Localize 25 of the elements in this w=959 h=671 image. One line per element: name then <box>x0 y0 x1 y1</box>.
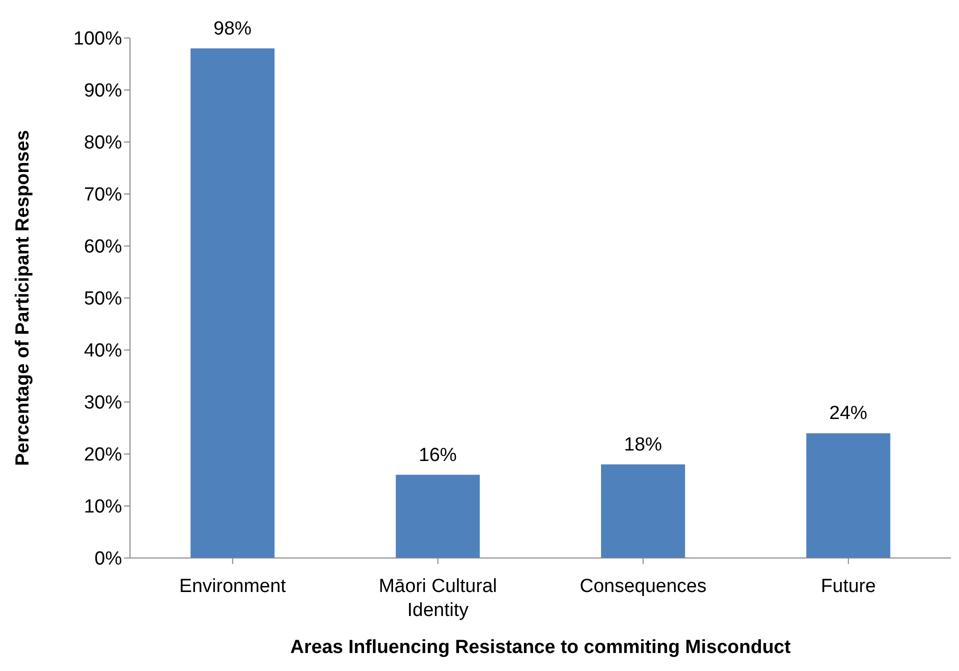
y-tick-label: 10% <box>84 496 122 518</box>
data-label: 24% <box>829 403 868 424</box>
bar <box>601 464 686 558</box>
data-label: 98% <box>214 18 252 40</box>
y-tick-label: 20% <box>84 444 122 466</box>
y-axis-title: Percentage of Participant Responses <box>12 130 34 466</box>
bar <box>396 474 480 558</box>
y-tick-label: 80% <box>84 132 122 154</box>
x-tick-label: Māori Cultural Identity <box>378 576 498 621</box>
bar <box>806 433 890 558</box>
y-tick-label: 40% <box>84 340 122 362</box>
y-tick-label: 100% <box>73 28 122 50</box>
data-label: 16% <box>418 444 457 466</box>
x-tick-label: Consequences <box>580 576 707 597</box>
y-tick-label: 70% <box>84 184 122 206</box>
x-tick-label: Future <box>820 576 876 597</box>
y-tick-label: 90% <box>84 80 122 102</box>
x-axis-title: Areas Influencing Resistance to commiting Misconduct <box>290 637 792 658</box>
y-tick-label: 50% <box>84 288 122 310</box>
data-label: 18% <box>624 434 662 456</box>
x-tick-label: Environment <box>179 576 287 597</box>
y-tick-label: 30% <box>84 392 122 414</box>
y-tick-label: 60% <box>84 236 122 258</box>
bar <box>190 48 275 558</box>
y-tick-label: 0% <box>94 548 122 570</box>
